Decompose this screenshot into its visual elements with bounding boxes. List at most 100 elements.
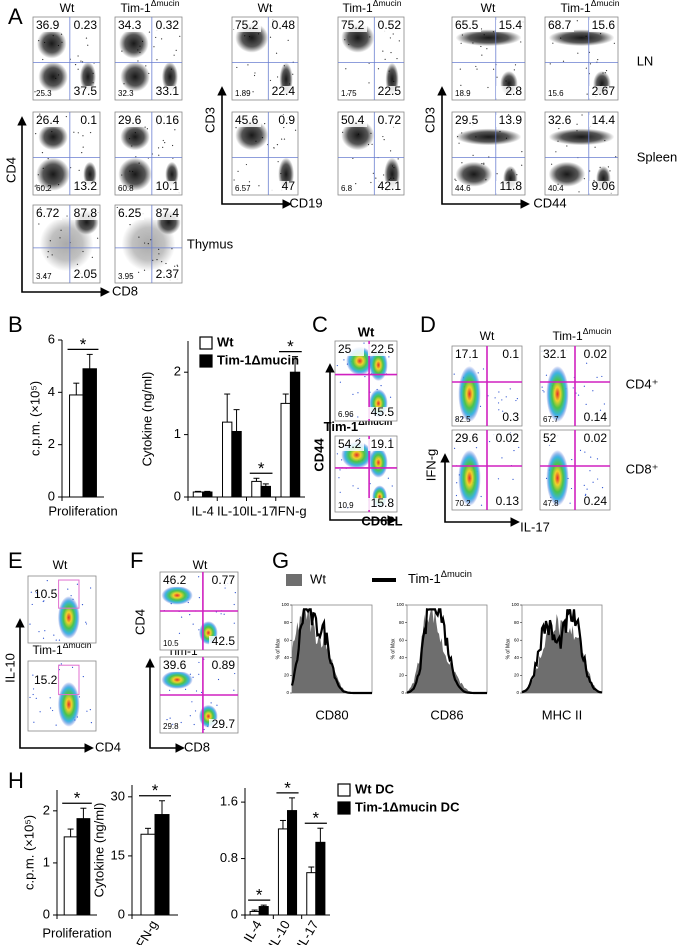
dot [73, 131, 75, 133]
dot [179, 35, 181, 37]
dot [586, 362, 588, 364]
label-bg [368, 344, 395, 356]
cell-population [369, 447, 388, 478]
cell-population [119, 28, 149, 59]
row-label: CD4⁺ [626, 376, 659, 391]
quadrant-value: 22.5 [378, 84, 402, 98]
dot [77, 68, 79, 70]
label-bg [375, 86, 402, 98]
dot [125, 91, 127, 93]
dot [224, 587, 226, 589]
dot [258, 185, 260, 187]
dot [387, 477, 389, 479]
dot [34, 91, 36, 93]
dot [521, 164, 523, 166]
dot [492, 68, 495, 70]
dot [174, 129, 176, 131]
quadrant-value: 45.6 [235, 113, 259, 127]
cell-population [57, 682, 80, 727]
quadrant-value: 0.3 [502, 410, 519, 424]
quadrant-value: 6.57 [235, 184, 251, 193]
header: Wt [193, 558, 208, 572]
dot [509, 388, 511, 390]
dot [153, 46, 155, 48]
dot [585, 67, 587, 69]
dot [51, 709, 54, 712]
quadrant-value: 15.6 [548, 89, 564, 98]
dot [576, 123, 578, 125]
dot [505, 396, 507, 398]
dot [58, 639, 61, 641]
error-bar [86, 353, 93, 369]
error-bar [145, 827, 151, 835]
dot [391, 485, 393, 487]
header: Tim-1Δmucin [121, 0, 180, 15]
gate-value: 15.2 [34, 673, 58, 687]
header: Tim-1Δmucin [553, 326, 612, 343]
dot [191, 701, 193, 703]
dot [35, 592, 37, 594]
dot [177, 265, 179, 267]
dot [171, 144, 174, 147]
dot [169, 689, 171, 691]
dot [347, 507, 349, 509]
dot [392, 33, 394, 35]
quadrant-value: 14.4 [592, 113, 616, 127]
dot [579, 449, 582, 451]
quadrant-value: 2.67 [592, 84, 616, 98]
header-sup: Δmucin [441, 569, 472, 579]
label-bg [493, 349, 520, 361]
dot [364, 375, 366, 378]
dot [592, 390, 594, 392]
y-tick-label: 2 [48, 436, 55, 451]
quadrant-value: 75.2 [341, 18, 365, 32]
cell-population [546, 450, 569, 506]
dot [233, 603, 235, 606]
dot [49, 707, 52, 709]
quadrant-value: 60.8 [118, 184, 134, 193]
quadrant-value: 2.37 [156, 267, 180, 281]
axis-arrow [15, 618, 94, 753]
histogram-wt [522, 613, 602, 693]
dot [42, 58, 44, 61]
dot [39, 113, 41, 115]
dot [562, 60, 565, 62]
quadrant-value: 3.95 [118, 272, 134, 281]
bar [192, 491, 204, 498]
label-bg [153, 20, 180, 32]
dot [33, 721, 35, 723]
label-bg [589, 86, 616, 98]
y-tick-label: 2 [174, 364, 181, 379]
label-bg [117, 20, 144, 32]
dot [198, 629, 200, 631]
dot [30, 591, 32, 593]
dot [46, 580, 48, 582]
y-axis-label: Cytokine (ng/ml) [91, 803, 106, 898]
quadrant-value: 45.5 [371, 405, 395, 419]
dot [89, 131, 92, 134]
dot [397, 158, 399, 160]
quadrant-value: 10.5 [163, 639, 179, 648]
dot [234, 591, 236, 594]
quadrant-value: 87.8 [74, 206, 98, 220]
quadrant-value: 32.3 [118, 89, 134, 98]
dot [41, 152, 44, 154]
dot [217, 678, 220, 681]
cell-population [79, 61, 96, 92]
dot [70, 595, 72, 597]
cell-population [120, 61, 150, 92]
dot [460, 84, 462, 86]
label-bg [153, 269, 180, 281]
dot [273, 147, 275, 149]
y-tick-label: 30 [111, 788, 125, 803]
dot [583, 385, 585, 387]
dot [343, 359, 345, 361]
label-bg [209, 575, 236, 587]
dot [352, 393, 354, 395]
dot [87, 44, 89, 46]
dot [43, 600, 45, 602]
dot [233, 179, 235, 181]
dot [180, 721, 182, 724]
quadrant-value: 29.6 [118, 113, 142, 127]
quadrant-value: 36.9 [36, 18, 60, 32]
